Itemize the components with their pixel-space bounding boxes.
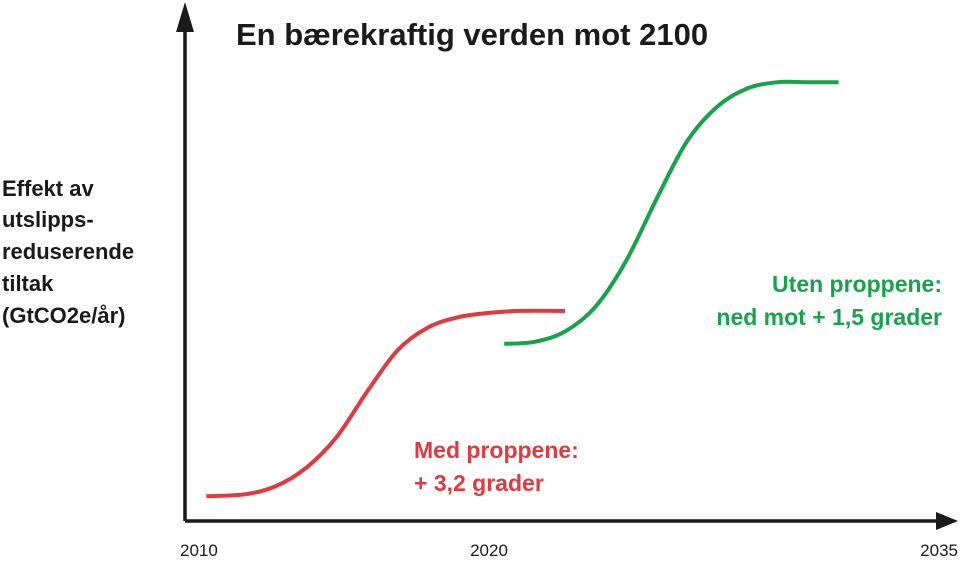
y-axis-label-line-4: tiltak — [2, 271, 54, 296]
chart-title: En bærekraftig verden mot 2100 — [236, 17, 708, 52]
annotation-med-line-1: Med proppene: — [414, 437, 579, 463]
annotation-med-line-2: + 3,2 grader — [414, 470, 544, 496]
series-line-med-proppene — [206, 308, 566, 499]
y-axis-arrowhead — [176, 2, 194, 32]
y-axis-label: Effekt av utslipps- reduserende tiltak (… — [2, 176, 134, 328]
y-axis-label-line-3: reduserende — [2, 239, 134, 264]
x-tick-label-2010: 2010 — [180, 541, 218, 560]
x-tick-label-2020: 2020 — [470, 541, 508, 560]
annotation-uten-proppene: Uten proppene: ned mot + 1,5 grader — [716, 271, 942, 330]
annotation-uten-line-1: Uten proppene: — [772, 271, 942, 297]
x-axis-arrowhead — [936, 512, 958, 530]
x-tick-label-2035: 2035 — [920, 541, 958, 560]
series-line-uten-proppene — [504, 79, 839, 346]
y-axis-label-line-1: Effekt av — [2, 176, 94, 201]
y-axis-label-line-5: (GtCO2e/år) — [2, 303, 125, 328]
axes — [176, 2, 958, 530]
annotation-med-proppene: Med proppene: + 3,2 grader — [414, 437, 579, 496]
x-tick-labels: 2010 2020 2035 — [180, 541, 958, 560]
y-axis-label-line-2: utslipps- — [2, 207, 94, 232]
annotation-uten-line-2: ned mot + 1,5 grader — [716, 304, 942, 330]
series-layer — [206, 79, 839, 499]
